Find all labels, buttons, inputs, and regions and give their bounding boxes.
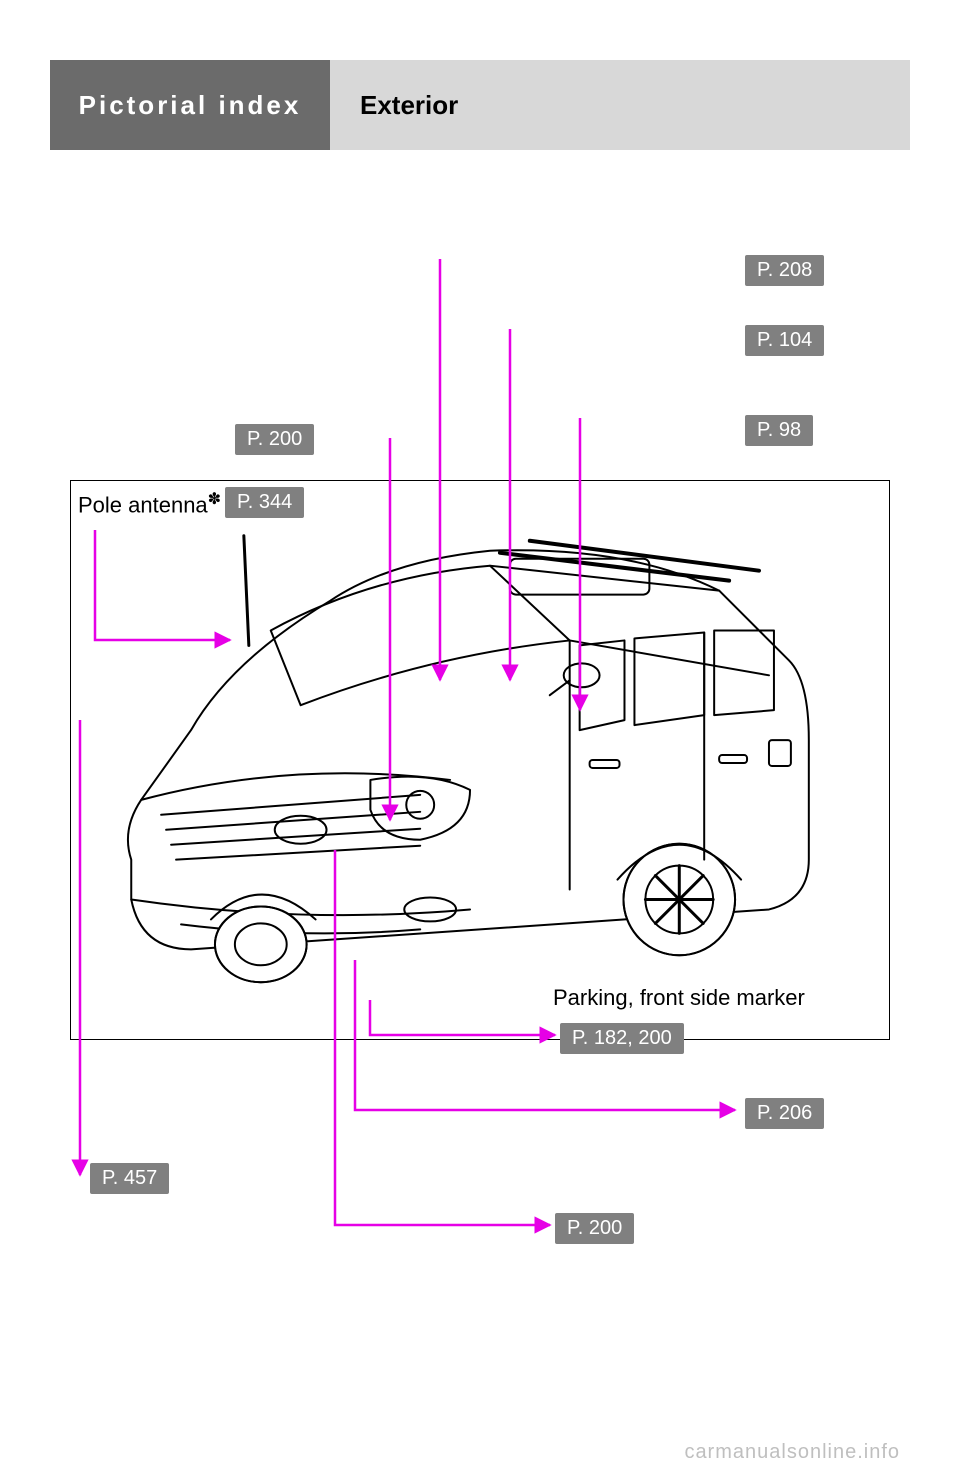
pole-antenna-page: P. 344	[225, 487, 304, 518]
header: Pictorial index Exterior	[50, 60, 910, 150]
hood-page: P. 457	[90, 1163, 169, 1194]
page: Pictorial index Exterior	[0, 0, 960, 1484]
vehicle-illustration	[70, 480, 890, 1040]
header-left: Pictorial index	[50, 60, 330, 150]
turn-signal-page: P. 200	[555, 1213, 634, 1244]
moon-roof-page: P. 208	[745, 255, 824, 286]
side-doors-page: P. 98	[745, 415, 813, 446]
parking-marker-label: Parking, front side marker	[553, 985, 805, 1011]
pole-antenna-text: Pole antenna	[78, 492, 208, 517]
fog-lights-page: P. 206	[745, 1098, 824, 1129]
vehicle-svg	[71, 481, 889, 1039]
headlights-page: P. 200	[235, 424, 314, 455]
asterisk-icon: ✽	[208, 491, 221, 508]
parking-marker-page: P. 182, 200	[560, 1023, 684, 1054]
header-right: Exterior	[330, 60, 910, 150]
watermark: carmanualsonline.info	[684, 1441, 900, 1464]
side-mirrors-page: P. 104	[745, 325, 824, 356]
pole-antenna-label: Pole antenna✽	[78, 489, 221, 518]
